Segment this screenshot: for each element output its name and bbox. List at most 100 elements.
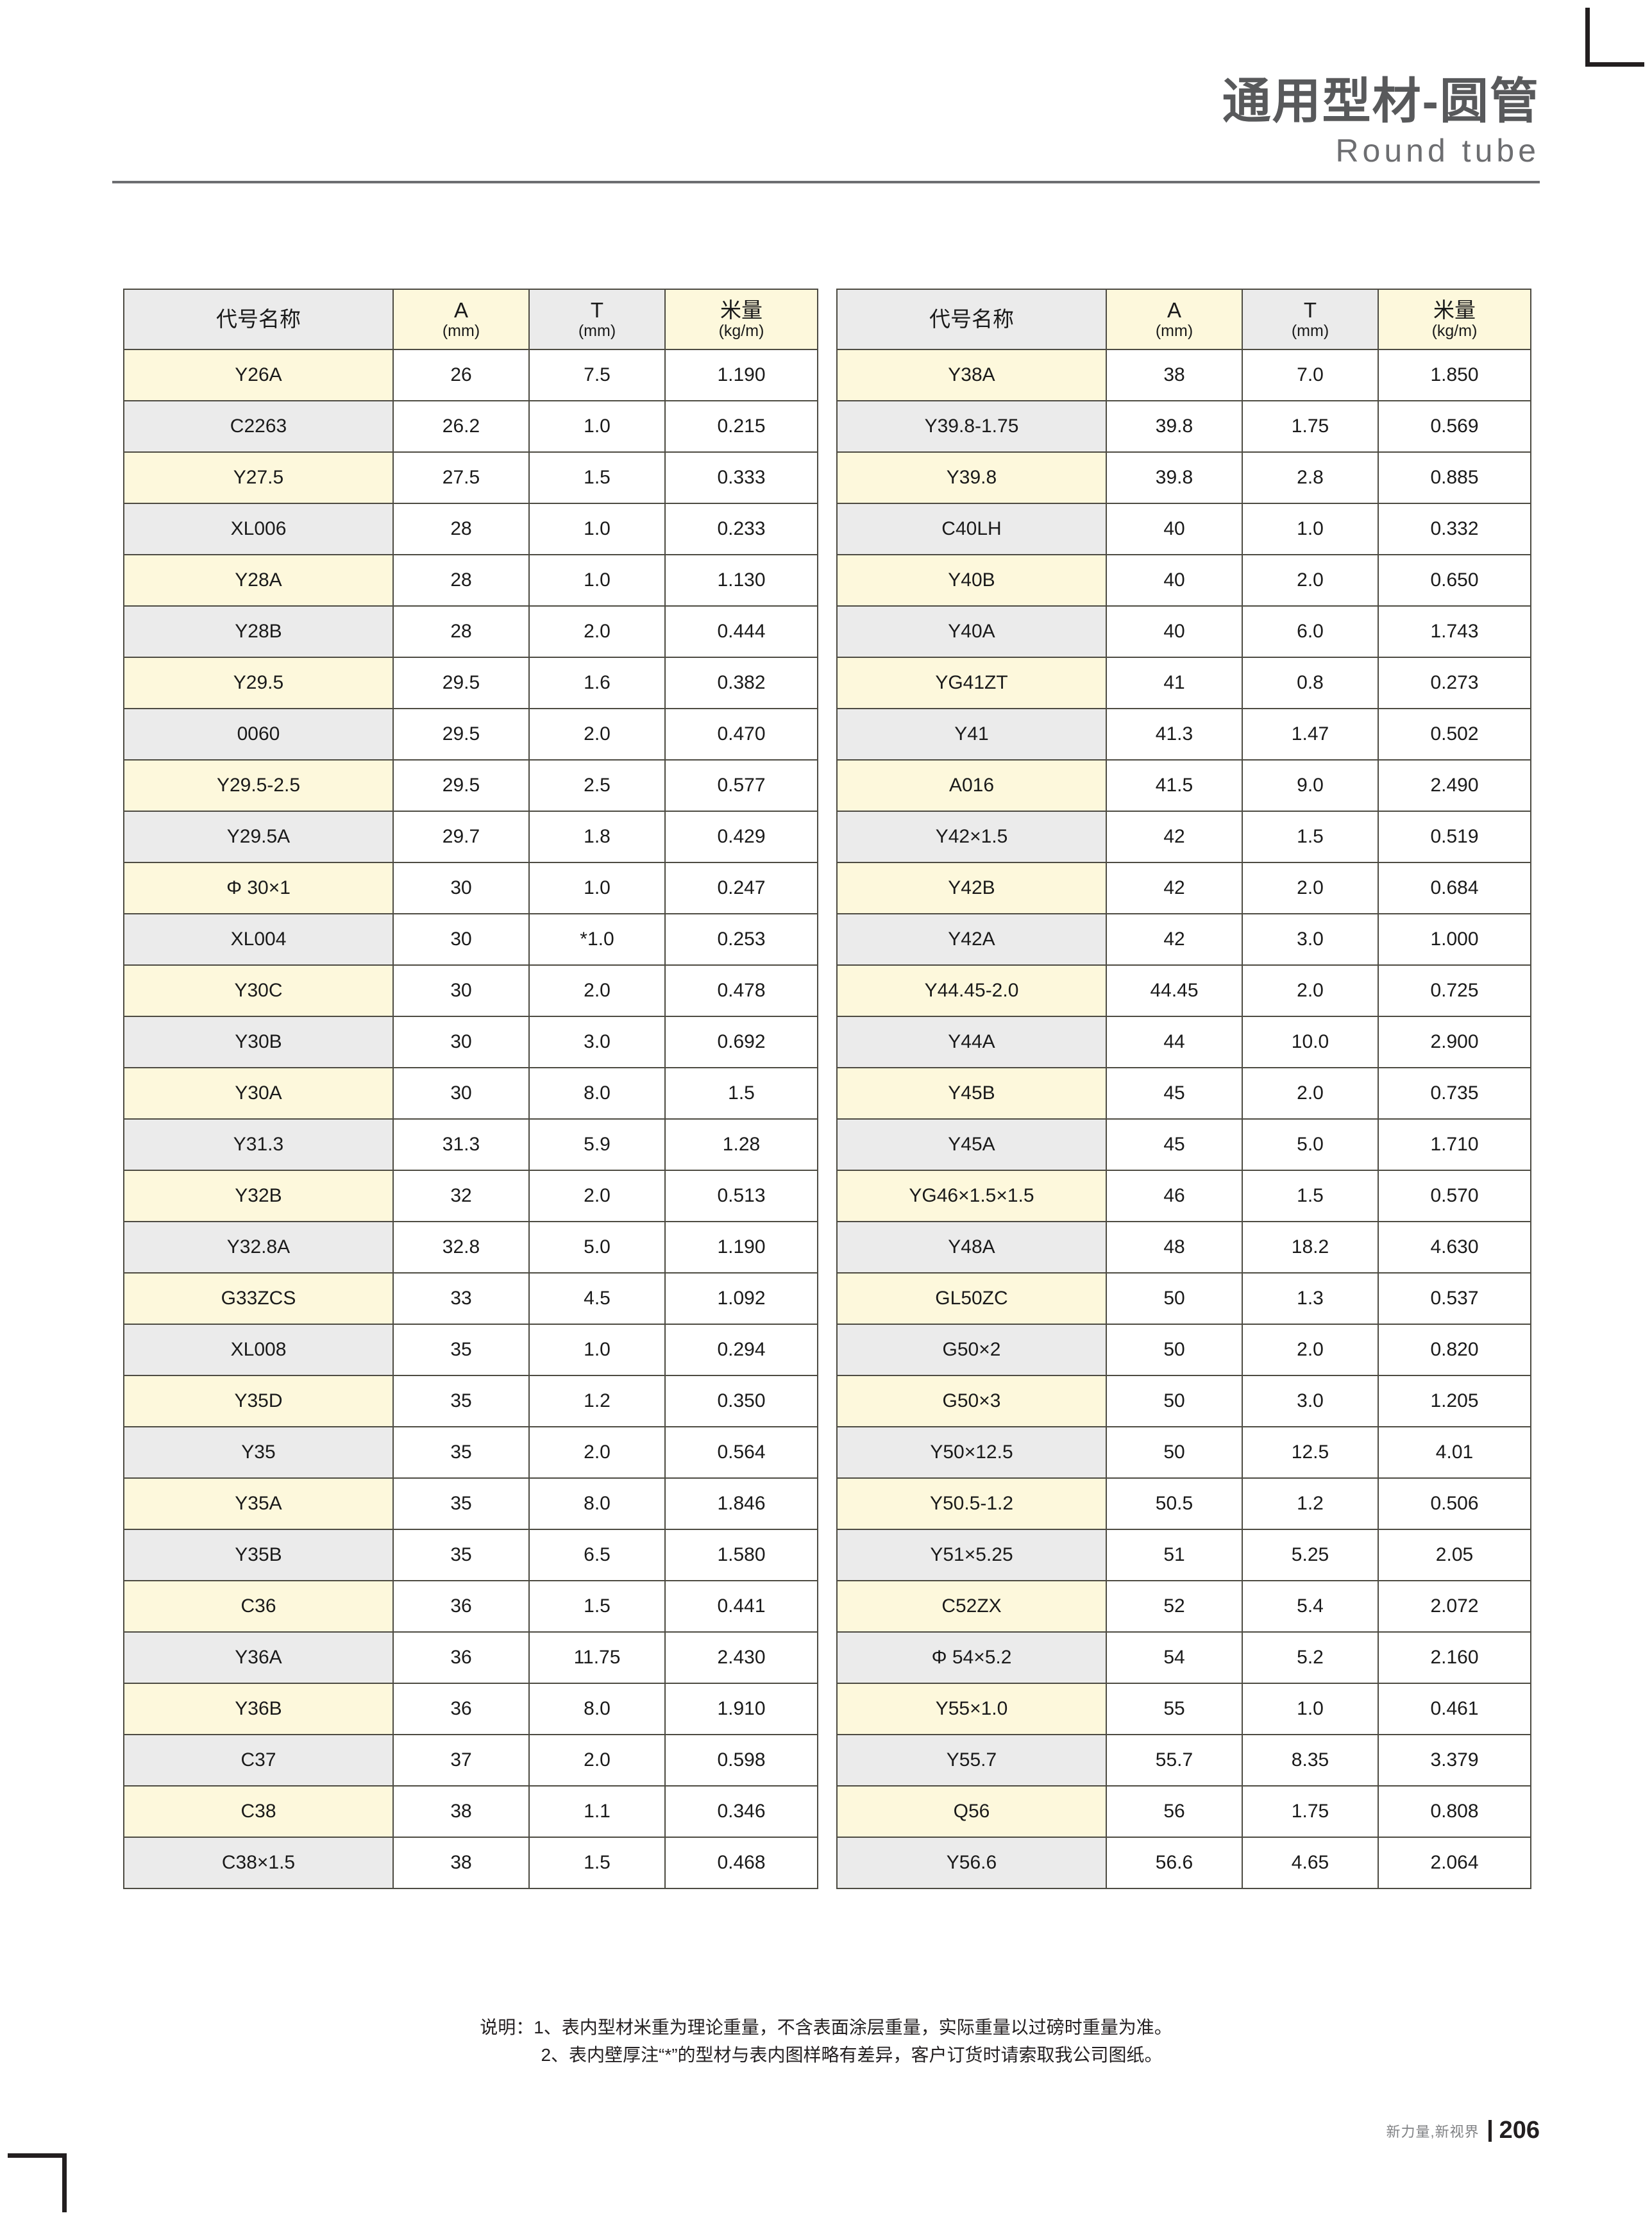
column-header-name: 代号名称 xyxy=(836,289,1107,350)
folio-divider xyxy=(1488,2119,1492,2142)
cell-code-name: Y55.7 xyxy=(836,1734,1107,1787)
table-row: Y50×12.5 50 12.5 4.01 xyxy=(836,1426,1531,1479)
cell-code-name: Y42B xyxy=(836,862,1107,914)
cell-code-name: Y44A xyxy=(836,1016,1107,1068)
cell-w: 0.294 xyxy=(664,1324,818,1376)
column-header-weight: 米量 (kg/m) xyxy=(664,289,818,350)
spec-table-right: 代号名称 A (mm) T (mm) 米量 (kg/m) Y38A 38 7.0 1.… xyxy=(836,289,1531,1889)
table-row: YG46×1.5×1.5 46 1.5 0.570 xyxy=(836,1170,1531,1222)
cell-w: 0.350 xyxy=(664,1375,818,1427)
cell-code-name: Y45B xyxy=(836,1067,1107,1120)
cell-t: 5.0 xyxy=(1242,1118,1379,1171)
header-divider xyxy=(112,181,1540,184)
column-header-a: A (mm) xyxy=(1106,289,1243,350)
cell-code-name: Y48A xyxy=(836,1221,1107,1274)
cell-t: 3.0 xyxy=(528,1016,666,1068)
cell-code-name: YG41ZT xyxy=(836,657,1107,709)
spec-table-left: 代号名称 A (mm) T (mm) 米量 (kg/m) Y26A 26 7.5 1.… xyxy=(123,289,818,1889)
cell-t: 1.0 xyxy=(528,503,666,555)
cell-t: 5.9 xyxy=(528,1118,666,1171)
cell-code-name: Y42A xyxy=(836,913,1107,966)
cell-a: 44.45 xyxy=(1106,964,1243,1017)
cell-a: 39.8 xyxy=(1106,400,1243,453)
cell-t: 0.8 xyxy=(1242,657,1379,709)
cell-a: 26.2 xyxy=(392,400,530,453)
cell-a: 36 xyxy=(392,1631,530,1684)
table-row: Y42B 42 2.0 0.684 xyxy=(836,862,1531,914)
cell-t: 1.5 xyxy=(528,1837,666,1889)
cell-code-name: Q56 xyxy=(836,1785,1107,1838)
cell-w: 0.470 xyxy=(664,708,818,761)
cell-t: 4.65 xyxy=(1242,1837,1379,1889)
cell-t: 1.0 xyxy=(1242,503,1379,555)
cell-w: 0.650 xyxy=(1378,554,1531,607)
cell-w: 1.190 xyxy=(664,349,818,401)
table-row: Y32.8A 32.8 5.0 1.190 xyxy=(123,1221,818,1274)
cell-w: 0.513 xyxy=(664,1170,818,1222)
cell-t: 1.0 xyxy=(1242,1683,1379,1735)
cell-code-name: Φ 30×1 xyxy=(123,862,394,914)
page-number: 206 xyxy=(1499,2117,1540,2144)
cell-w: 0.537 xyxy=(1378,1272,1531,1325)
cell-a: 28 xyxy=(392,554,530,607)
table-row: Y40B 40 2.0 0.650 xyxy=(836,554,1531,607)
cell-a: 41.3 xyxy=(1106,708,1243,761)
cell-w: 0.247 xyxy=(664,862,818,914)
cell-code-name: Y45A xyxy=(836,1118,1107,1171)
table-row: Y29.5A 29.7 1.8 0.429 xyxy=(123,811,818,863)
cell-a: 50.5 xyxy=(1106,1477,1243,1530)
cell-t: 1.8 xyxy=(528,811,666,863)
cell-code-name: Y40B xyxy=(836,554,1107,607)
table-row: Y30A 30 8.0 1.5 xyxy=(123,1067,818,1120)
cell-w: 1.28 xyxy=(664,1118,818,1171)
cell-t: 1.1 xyxy=(528,1785,666,1838)
cell-t: 1.5 xyxy=(528,451,666,504)
cell-t: 5.2 xyxy=(1242,1631,1379,1684)
cell-code-name: Y50.5-1.2 xyxy=(836,1477,1107,1530)
cell-code-name: XL008 xyxy=(123,1324,394,1376)
table-body-right: Y38A 38 7.0 1.850 Y39.8-1.75 39.8 1.75 0.569 Y39… xyxy=(836,349,1531,1889)
table-row: Y27.5 27.5 1.5 0.333 xyxy=(123,451,818,504)
footnote-2: 2、表内壁厚注“*”的型材与表内图样略有差异，客户订货时请索取我公司图纸。 xyxy=(541,2045,1163,2065)
cell-code-name: Y36B xyxy=(123,1683,394,1735)
cell-t: 7.5 xyxy=(528,349,666,401)
cell-w: 1.710 xyxy=(1378,1118,1531,1171)
cell-a: 48 xyxy=(1106,1221,1243,1274)
cell-code-name: Y39.8-1.75 xyxy=(836,400,1107,453)
column-header-a: A (mm) xyxy=(392,289,530,350)
crop-mark-top-right xyxy=(1585,8,1644,67)
cell-w: 0.215 xyxy=(664,400,818,453)
cell-w: 0.577 xyxy=(664,759,818,812)
cell-a: 50 xyxy=(1106,1272,1243,1325)
cell-w: 1.5 xyxy=(664,1067,818,1120)
table-row: Y32B 32 2.0 0.513 xyxy=(123,1170,818,1222)
cell-code-name: Y51×5.25 xyxy=(836,1529,1107,1581)
cell-w: 1.000 xyxy=(1378,913,1531,966)
cell-a: 51 xyxy=(1106,1529,1243,1581)
cell-t: 1.75 xyxy=(1242,1785,1379,1838)
crop-mark-bottom-left xyxy=(8,2153,67,2212)
cell-a: 50 xyxy=(1106,1324,1243,1376)
cell-code-name: XL006 xyxy=(123,503,394,555)
cell-w: 4.01 xyxy=(1378,1426,1531,1479)
cell-a: 30 xyxy=(392,1016,530,1068)
cell-w: 0.684 xyxy=(1378,862,1531,914)
cell-t: 2.0 xyxy=(528,964,666,1017)
cell-a: 46 xyxy=(1106,1170,1243,1222)
table-row: Y28B 28 2.0 0.444 xyxy=(123,605,818,658)
table-row: Φ 54×5.2 54 5.2 2.160 xyxy=(836,1631,1531,1684)
brand-slogan: 新力量,新视界 xyxy=(1386,2123,1479,2140)
cell-t: 8.35 xyxy=(1242,1734,1379,1787)
cell-t: 2.0 xyxy=(1242,862,1379,914)
cell-code-name: Y44.45-2.0 xyxy=(836,964,1107,1017)
cell-a: 52 xyxy=(1106,1580,1243,1633)
cell-a: 31.3 xyxy=(392,1118,530,1171)
table-row: Φ 30×1 30 1.0 0.247 xyxy=(123,862,818,914)
footnotes: 说明：1、表内型材米重为理论重量，不含表面涂层重量，实际重量以过磅时重量为准。 … xyxy=(0,2014,1652,2069)
cell-t: 10.0 xyxy=(1242,1016,1379,1068)
cell-a: 38 xyxy=(392,1837,530,1889)
table-row: Y30B 30 3.0 0.692 xyxy=(123,1016,818,1068)
table-row: Y50.5-1.2 50.5 1.2 0.506 xyxy=(836,1477,1531,1530)
cell-code-name: Y32.8A xyxy=(123,1221,394,1274)
cell-w: 0.382 xyxy=(664,657,818,709)
